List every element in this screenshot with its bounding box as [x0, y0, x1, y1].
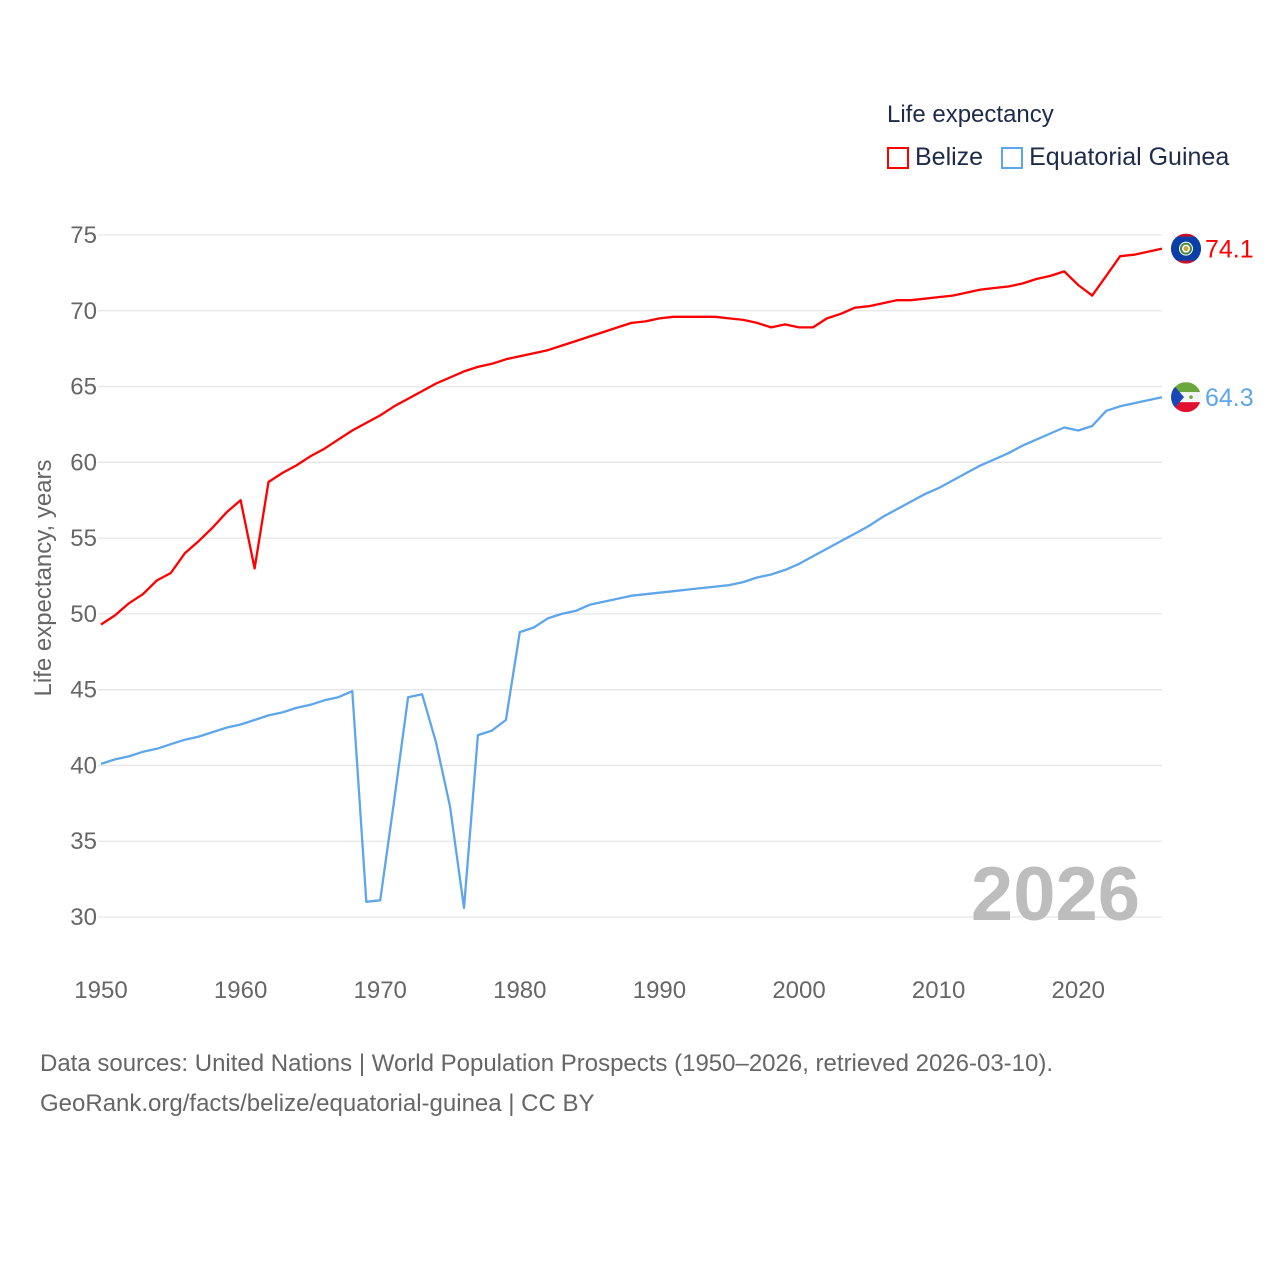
- equatorial-guinea-flag-icon: [1171, 382, 1201, 413]
- legend-label-belize: Belize: [915, 143, 984, 171]
- x-tick-label: 1980: [493, 977, 546, 1004]
- legend-label-equatorial-guinea: Equatorial Guinea: [1029, 143, 1230, 171]
- year-watermark: 2026: [971, 852, 1140, 937]
- legend-item-equatorial-guinea[interactable]: Equatorial Guinea: [1001, 143, 1229, 172]
- footer: Data sources: United Nations | World Pop…: [40, 1044, 1053, 1124]
- y-tick-label: 30: [70, 904, 97, 931]
- data-source-text: Data sources: United Nations | World Pop…: [40, 1050, 1054, 1077]
- legend-swatch-belize: [887, 146, 909, 169]
- y-tick-label: 60: [70, 449, 97, 476]
- x-tick-label: 1990: [633, 977, 686, 1004]
- y-tick-label: 45: [70, 677, 97, 704]
- x-tick-label: 1950: [74, 977, 127, 1004]
- x-tick-label: 2000: [772, 977, 825, 1004]
- x-tick-label: 2020: [1052, 977, 1105, 1004]
- end-value-label: 64.3: [1205, 384, 1254, 412]
- legend-item-belize[interactable]: Belize: [887, 143, 983, 172]
- end-value-label: 74.1: [1205, 236, 1254, 264]
- x-tick-label: 1970: [354, 977, 407, 1004]
- x-tick-label: 1960: [214, 977, 267, 1004]
- legend-title: Life expectancy: [887, 101, 1054, 128]
- y-tick-label: 65: [70, 374, 97, 401]
- y-tick-label: 35: [70, 828, 97, 855]
- y-tick-label: 40: [70, 752, 97, 779]
- legend: Belize Equatorial Guinea: [887, 143, 1229, 172]
- legend-swatch-equatorial-guinea: [1001, 146, 1024, 169]
- y-axis-label: Life expectancy, years: [30, 459, 57, 696]
- x-tick-label: 2010: [912, 977, 965, 1004]
- series-line-belize: [100, 247, 1163, 626]
- series-line-equatorial-guinea: [100, 396, 1163, 910]
- source-link[interactable]: GeoRank.org/facts/belize/equatorial-guin…: [40, 1090, 595, 1117]
- y-tick-label: 50: [70, 601, 97, 628]
- y-tick-label: 70: [70, 298, 97, 325]
- y-tick-label: 75: [70, 222, 97, 249]
- y-tick-label: 55: [70, 525, 97, 552]
- belize-flag-icon: [1171, 233, 1201, 264]
